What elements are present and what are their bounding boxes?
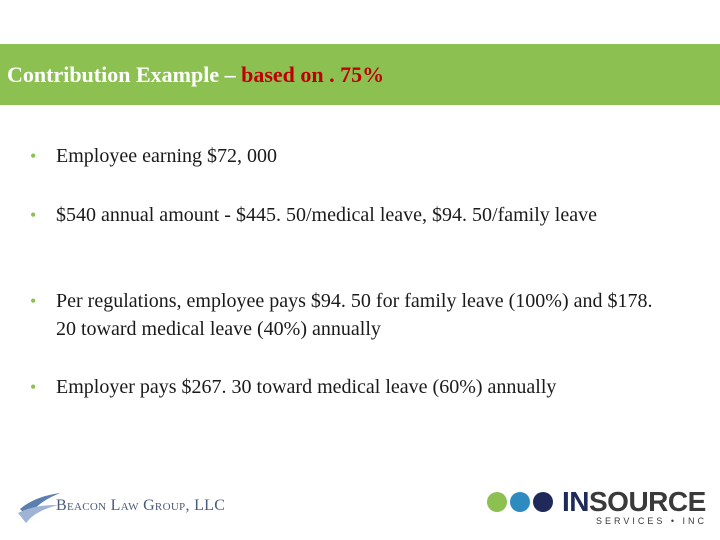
bullet-dot-icon: •: [30, 377, 37, 397]
bullet-dot-icon: •: [30, 146, 37, 166]
bullet-text: Per regulations, employee pays $94. 50 f…: [56, 290, 653, 340]
insource-logo-subtext: SERVICES • INC: [596, 516, 708, 526]
insource-logo: INSOURCE SERVICES • INC: [486, 486, 712, 530]
beacon-logo-text: Beacon Law Group, LLC: [56, 497, 226, 514]
title-main: Contribution Example –: [7, 62, 242, 87]
insource-dots-icon: [487, 492, 553, 512]
bullet-item: • Employer pays $267. 30 toward medical …: [30, 373, 670, 401]
title-accent: based on . 75%: [241, 62, 385, 87]
slide-title: Contribution Example – based on . 75%: [7, 62, 384, 88]
bullet-text: Employee earning $72, 000: [56, 145, 278, 167]
bullet-dot-icon: •: [30, 205, 37, 225]
bullet-item: • Per regulations, employee pays $94. 50…: [30, 287, 670, 343]
title-bar: [0, 44, 720, 105]
beacon-law-logo: Beacon Law Group, LLC: [18, 487, 258, 527]
bullet-text: Employer pays $267. 30 toward medical le…: [56, 376, 557, 398]
bullet-item: • $540 annual amount - $445. 50/medical …: [30, 201, 670, 229]
bullet-dot-icon: •: [30, 291, 37, 311]
insource-logo-text: INSOURCE: [562, 486, 706, 517]
beacon-swoosh-icon: [18, 493, 60, 523]
bullet-item: • Employee earning $72, 000: [30, 142, 670, 170]
bullet-text: $540 annual amount - $445. 50/medical le…: [56, 204, 597, 226]
